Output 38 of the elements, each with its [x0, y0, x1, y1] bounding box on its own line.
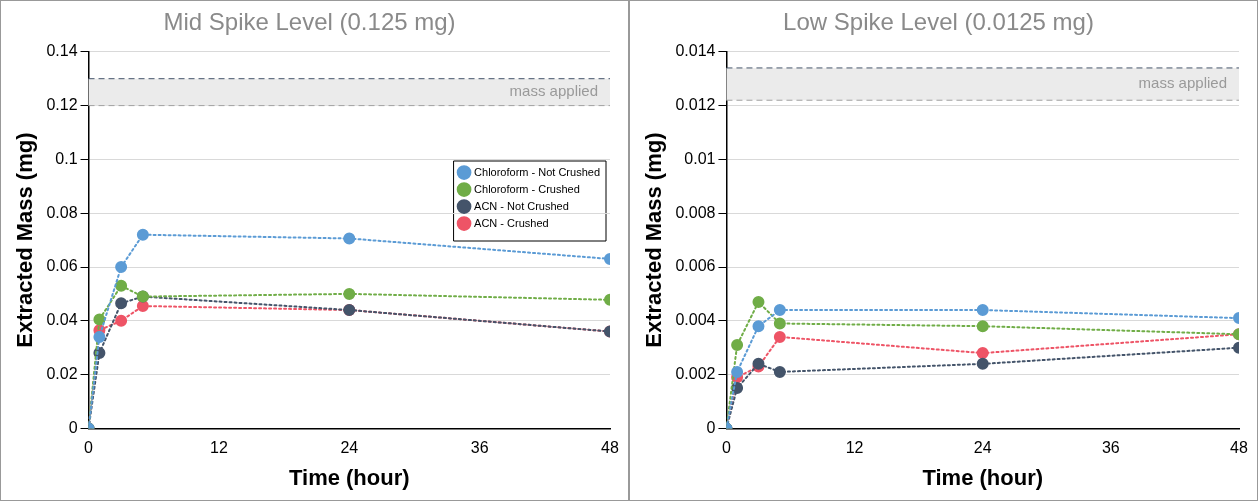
chart-title: Mid Spike Level (0.125 mg)	[163, 8, 456, 36]
y-tick-label: 0.012	[675, 96, 716, 114]
y-tick-label: 0.004	[675, 311, 716, 329]
y-tick-label: 0.1	[55, 149, 78, 167]
y-tick-label: 0	[706, 418, 716, 436]
y-axis-title: Extracted Mass (mg)	[641, 132, 667, 348]
y-tick-label: 0.06	[46, 257, 78, 275]
x-tick-label: 24	[973, 439, 992, 457]
y-tick-label: 0.04	[46, 311, 78, 329]
band-label: mass applied	[1138, 74, 1227, 92]
y-tick-label: 0.008	[675, 203, 716, 221]
x-tick-label: 0	[721, 439, 731, 457]
y-tick-label: 0.014	[675, 42, 716, 60]
x-tick-label: 48	[601, 439, 619, 457]
x-tick-label: 12	[845, 439, 864, 457]
y-tick-label: 0.01	[684, 149, 716, 167]
x-axis-title: Time (hour)	[288, 464, 410, 490]
y-tick-label: 0.12	[46, 96, 78, 114]
band-label: mass applied	[509, 82, 598, 100]
x-tick-label: 12	[210, 439, 228, 457]
x-tick-label: 36	[1101, 439, 1120, 457]
chart-title: Low Spike Level (0.0125 mg)	[783, 8, 1094, 36]
legend-label: ACN - Crushed	[474, 216, 549, 229]
x-tick-label: 36	[470, 439, 489, 457]
x-tick-label: 48	[1230, 439, 1248, 457]
x-axis-title: Time (hour)	[922, 464, 1044, 490]
y-axis-title: Extracted Mass (mg)	[12, 132, 38, 348]
legend-label: Chloroform - Not Crushed	[474, 165, 601, 178]
y-tick-label: 0.14	[46, 42, 78, 60]
y-tick-label: 0.002	[675, 365, 716, 383]
legend-label: Chloroform - Crushed	[474, 182, 580, 195]
x-tick-label: 24	[340, 439, 359, 457]
y-tick-label: 0.02	[46, 365, 78, 383]
y-tick-label: 0.006	[675, 257, 716, 275]
y-tick-label: 0	[68, 418, 78, 436]
legend-label: ACN - Not Crushed	[474, 199, 569, 212]
x-tick-label: 0	[84, 439, 94, 457]
y-tick-label: 0.08	[46, 203, 78, 221]
